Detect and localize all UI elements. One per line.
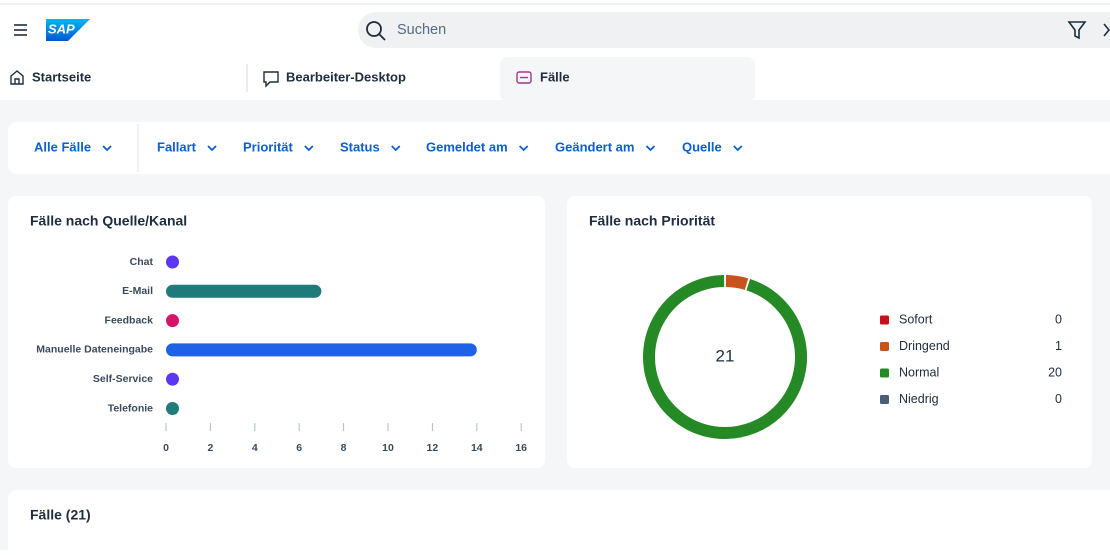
x-tick-label: 14 [471,442,483,454]
legend-swatch [880,342,889,351]
tab[interactable]: Bearbeiter-Desktop [286,69,406,84]
x-tick-label: 8 [341,442,347,454]
bar [166,343,477,357]
chevron-down [519,145,529,152]
bar [166,372,179,386]
legend-value: 1 [1055,339,1062,353]
chevron-down [207,145,217,152]
x-tick-label: 2 [207,442,213,454]
category-label: Manuelle Dateneingabe [36,344,153,356]
filter-button[interactable]: Gemeldet am [426,139,508,154]
category-label: E-Mail [122,285,153,297]
category-label: Feedback [105,314,154,326]
filter-button[interactable]: Fallart [157,139,197,154]
chart-title: Fälle nach Priorität [589,213,715,229]
filter-button[interactable]: Status [340,139,380,154]
x-tick-label: 6 [296,442,302,454]
legend-label: Niedrig [899,392,939,406]
more-arrow[interactable] [1103,23,1110,37]
chevron-down [733,145,743,152]
menu-button[interactable] [14,24,27,36]
donut-segment [643,275,807,439]
filter-button[interactable]: Geändert am [555,139,634,154]
bar [166,255,179,269]
chevron-down [645,145,656,152]
logo-text: SAP [48,21,75,36]
filter-bar [8,122,1110,174]
x-tick-label: 16 [515,442,527,454]
legend-value: 20 [1048,365,1062,379]
bar [166,402,179,415]
x-tick-label: 4 [252,442,258,454]
filter-button[interactable]: Alle Fälle [34,139,91,154]
card [8,196,545,468]
donut-segment [725,275,749,290]
desktop-icon [263,71,279,88]
sap-logo[interactable]: SAP [46,19,90,41]
legend-swatch [880,315,889,325]
filter-button[interactable]: Quelle [682,139,722,154]
legend-swatch [880,395,889,404]
filter-icon[interactable] [1067,21,1087,40]
cases-title: Fälle (21) [30,507,91,523]
chevron-down [391,145,401,152]
x-tick-label: 0 [163,442,169,454]
card [8,490,1110,555]
cases-icon [516,71,532,84]
tab[interactable]: Fälle [540,69,570,84]
legend-value: 0 [1055,392,1062,406]
category-label: Self-Service [93,373,153,385]
tab-selected-bg [500,57,755,102]
legend-swatch [880,368,889,378]
x-tick-label: 12 [427,442,439,454]
bar [166,284,322,298]
x-tick-label: 10 [382,442,394,454]
chevron-down [102,145,112,152]
home-icon [10,70,24,85]
legend-label: Dringend [899,339,950,353]
filter-button[interactable]: Priorität [243,139,294,154]
category-label: Chat [130,256,154,268]
search-placeholder: Suchen [397,22,446,38]
card [567,196,1092,468]
legend-value: 0 [1055,312,1062,326]
tab[interactable]: Startseite [32,69,91,84]
chart-title: Fälle nach Quelle/Kanal [30,213,187,229]
bar [166,314,179,328]
legend-label: Normal [899,365,939,379]
search-field[interactable]: Suchen [358,12,1110,48]
donut-total: 21 [716,346,735,365]
category-label: Telefonie [108,402,153,414]
legend-label: Sofort [899,312,933,326]
chevron-down [304,145,314,152]
